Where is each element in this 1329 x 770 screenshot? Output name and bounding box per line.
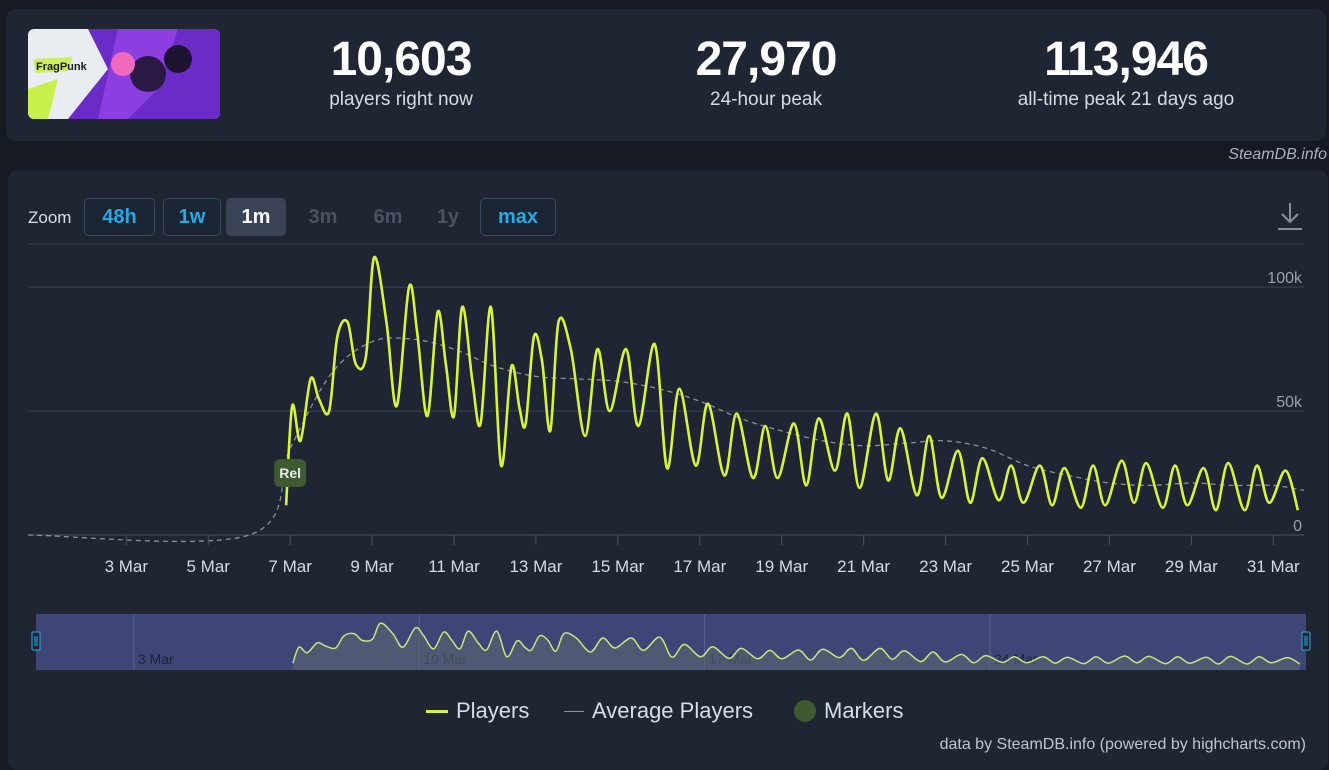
navigator-line <box>292 622 1301 665</box>
zoom-1y-button: 1y <box>436 205 460 228</box>
zoom-1w-button[interactable]: 1w <box>163 198 221 236</box>
y-tick-label: 100k <box>1267 270 1303 287</box>
all-time-peak-label: all-time peak 21 days ago <box>1017 89 1235 110</box>
x-tick-label: 5 Mar <box>187 557 231 576</box>
navigator-left-handle[interactable] <box>31 631 41 651</box>
game-logo: FragPunk <box>36 61 88 73</box>
x-tick-label: 11 Mar <box>428 557 480 576</box>
legend-item-players[interactable]: Players <box>426 698 529 724</box>
stats-header: FragPunk 10,603 players right now 27,970… <box>6 9 1326 141</box>
game-thumbnail[interactable]: FragPunk <box>28 29 220 119</box>
day-peak-stat: 27,970 24-hour peak <box>661 33 871 111</box>
release-marker-label: Rel <box>279 465 301 481</box>
zoom-3m-button: 3m <box>308 205 338 228</box>
zoom-label: Zoom <box>28 208 72 227</box>
player-count-chart[interactable]: Rel 3 Mar 5 Mar 7 Mar 9 Mar 11 Mar 13 Mar 15 M… <box>8 170 1328 690</box>
markers-dot-swatch <box>794 700 816 722</box>
x-tick-label: 25 Mar <box>1001 557 1054 576</box>
x-tick-label: 9 Mar <box>350 557 394 576</box>
legend-item-markers[interactable]: Markers <box>794 698 903 724</box>
x-tick-label: 29 Mar <box>1165 557 1218 576</box>
x-tick-label: 3 Mar <box>105 557 149 576</box>
x-tick-label: 27 Mar <box>1083 557 1136 576</box>
x-tick-label: 7 Mar <box>268 557 312 576</box>
site-credit[interactable]: SteamDB.info <box>1228 146 1327 163</box>
players-line-swatch <box>426 709 448 713</box>
current-players-stat: 10,603 players right now <box>296 33 506 111</box>
zoom-48h-button[interactable]: 48h <box>84 198 155 236</box>
legend-label-markers: Markers <box>824 698 904 723</box>
all-time-peak-stat: 113,946 all-time peak 21 days ago <box>986 33 1266 111</box>
y-tick-label: 50k <box>1276 394 1303 411</box>
x-tick-label: 13 Mar <box>509 557 562 576</box>
zoom-max-button[interactable]: max <box>480 198 556 236</box>
y-tick-label: 0 <box>1293 518 1302 535</box>
data-credit[interactable]: data by SteamDB.info (powered by highcha… <box>939 736 1306 753</box>
release-marker[interactable] <box>274 459 307 488</box>
x-tick-label: 31 Mar <box>1247 557 1300 576</box>
zoom-1m-button[interactable]: 1m <box>226 198 286 236</box>
legend-label-average-players: Average Players <box>592 698 754 723</box>
day-peak-value: 27,970 <box>695 33 838 86</box>
x-tick-label: 15 Mar <box>591 557 644 576</box>
x-tick-label: 21 Mar <box>837 557 890 576</box>
zoom-6m-button: 6m <box>373 205 403 228</box>
average-line-swatch <box>564 710 584 712</box>
current-players-value: 10,603 <box>330 33 473 86</box>
navigator-area <box>292 623 1300 670</box>
current-players-label: players right now <box>329 89 473 110</box>
all-time-peak-value: 113,946 <box>1044 33 1209 86</box>
x-tick-label: 17 Mar <box>673 557 726 576</box>
x-tick-label: 23 Mar <box>919 557 972 576</box>
x-tick-label: 19 Mar <box>755 557 808 576</box>
average-players-line <box>27 337 1305 543</box>
download-icon[interactable] <box>1275 200 1305 232</box>
player-chart-card: Zoom 48h 1w 1m 3m 6m 1y max Rel 3 Mar 5 M… <box>8 170 1328 770</box>
players-line[interactable] <box>284 255 1300 512</box>
navigator-right-handle[interactable] <box>1301 631 1311 651</box>
legend-item-average-players[interactable]: Average Players <box>564 698 753 724</box>
navigator-label: 3 Mar <box>138 651 174 667</box>
chart-legend: Players Average Players Markers <box>8 698 1328 728</box>
day-peak-label: 24-hour peak <box>710 89 822 110</box>
legend-label-players: Players <box>456 698 530 723</box>
